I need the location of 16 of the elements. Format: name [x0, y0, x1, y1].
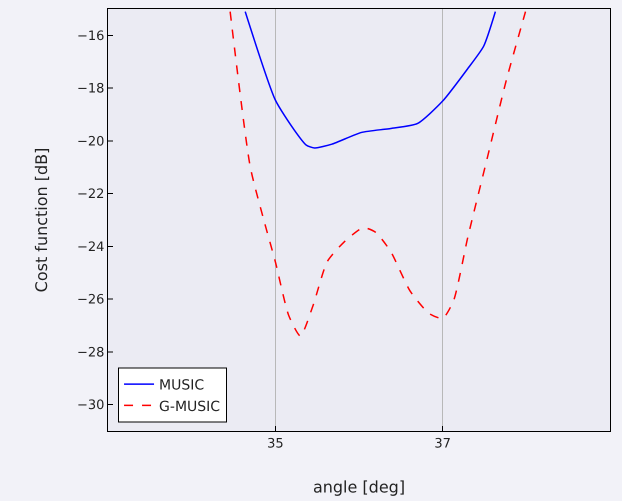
- line-series: [229, 10, 526, 337]
- x-tick-label: 37: [434, 436, 451, 452]
- legend-label: MUSIC: [159, 378, 204, 394]
- legend-label: G-MUSIC: [159, 398, 220, 415]
- y-tick-label: −28: [76, 345, 104, 360]
- y-tick-label: −16: [76, 28, 104, 44]
- y-tick-label: −18: [76, 82, 104, 97]
- y-tick-label: −30: [76, 398, 104, 414]
- y-tick-label: −26: [76, 292, 104, 308]
- line-series: [244, 10, 496, 149]
- x-axis-title: angle [deg]: [312, 477, 406, 496]
- y-tick-label: −24: [76, 240, 104, 255]
- y-axis-title: Cost function [dB]: [32, 148, 51, 292]
- y-tick-label: −22: [76, 187, 104, 202]
- y-tick-label: −20: [76, 134, 104, 150]
- x-tick-label: 35: [267, 436, 284, 452]
